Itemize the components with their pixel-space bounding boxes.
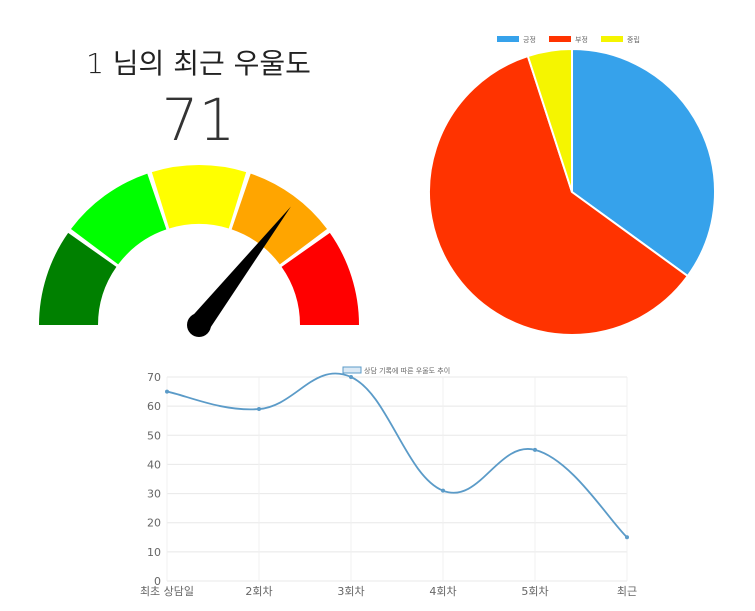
- trend-point-5: [533, 447, 537, 452]
- x-tick-label: 2회차: [245, 585, 272, 598]
- y-tick-label: 10: [147, 546, 161, 559]
- y-tick-label: 60: [147, 400, 161, 413]
- sentiment-pie-chart: 긍정 부정 중립: [428, 35, 716, 336]
- pie-slice-1: [571, 47, 716, 278]
- pie-legend-label-2: 부정: [575, 35, 588, 44]
- gauge-segment-1: [39, 232, 117, 325]
- gauge-segment-4: [231, 173, 328, 265]
- x-tick-label: 4회차: [429, 585, 456, 598]
- x-tick-label: 최초 상담일: [140, 584, 194, 598]
- gauge-needle-hub: [187, 313, 211, 337]
- pie-legend-swatch-2: [549, 36, 571, 42]
- gauge-segment-2: [70, 173, 167, 265]
- pie-slice-3: [526, 47, 573, 193]
- gauge-value: 71: [161, 86, 236, 154]
- pie-legend-label-1: 긍정: [523, 35, 536, 44]
- line-legend-label: 상담 기록에 따른 우울도 추이: [364, 366, 450, 375]
- pie-legend-swatch-1: [497, 36, 519, 42]
- depression-gauge: [39, 165, 359, 337]
- gauge-segment-3: [151, 165, 247, 229]
- gauge-title: 1 님의 최근 우울도: [86, 47, 311, 80]
- gauge-needle: [190, 206, 291, 332]
- trend-point-4: [441, 488, 445, 493]
- y-tick-label: 0: [154, 575, 161, 588]
- y-tick-label: 70: [147, 371, 161, 384]
- trend-point-6: [625, 535, 629, 540]
- trend-point-1: [165, 389, 169, 394]
- y-tick-label: 30: [147, 488, 161, 501]
- depression-trend-line-chart: 0 10 20 30 40 50 60 70 최초 상담일 2회차 3회차 4회차 5회차 최근 상담 기록…: [140, 366, 637, 598]
- pie-legend-label-3: 중립: [627, 36, 640, 44]
- trend-point-2: [257, 407, 261, 412]
- x-tick-label: 3회차: [337, 585, 364, 598]
- y-tick-label: 40: [147, 458, 161, 471]
- y-tick-label: 20: [147, 517, 161, 530]
- x-tick-label: 최근: [617, 585, 637, 598]
- trend-point-3: [349, 375, 353, 379]
- y-tick-label: 50: [147, 429, 161, 442]
- x-tick-label: 5회차: [521, 585, 548, 598]
- trend-line: [166, 372, 628, 538]
- pie-legend-swatch-3: [601, 36, 623, 42]
- pie-slice-2: [428, 54, 690, 336]
- line-legend-swatch: [342, 366, 362, 374]
- gauge-segment-5: [281, 232, 359, 325]
